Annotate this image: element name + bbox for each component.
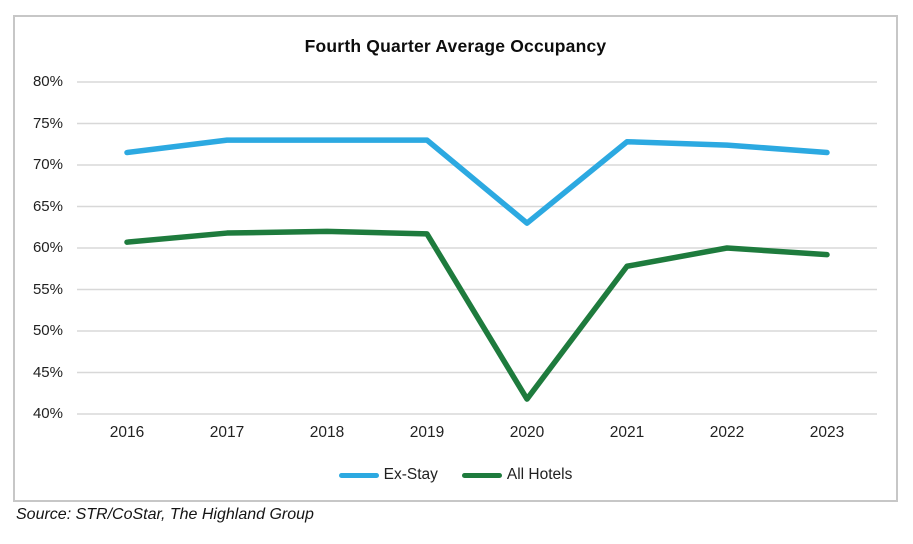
x-tick-label: 2017 [209,424,245,441]
chart-title: Fourth Quarter Average Occupancy [304,36,607,56]
y-tick-label: 70% [32,156,63,173]
y-tick-label: 55% [32,280,63,298]
y-tick-label: 65% [32,197,63,215]
y-tick-label: 80% [32,73,63,90]
y-tick-label: 45% [32,363,63,381]
y-tick-label: 60% [32,239,63,256]
x-tick-label: 2020 [509,424,545,441]
x-tick-label: 2016 [109,424,145,441]
x-tick-label: 2018 [309,424,345,441]
chart-frame: Fourth Quarter Average Occupancy 80% 75% 7… [13,15,898,502]
y-tick-label: 75% [32,114,63,132]
series-line-all-hotels [124,228,830,402]
legend: Ex-Stay All Hotels [15,466,896,484]
x-tick-label: 2022 [709,424,745,441]
legend-swatch-all-hotels [461,472,502,478]
x-tick-label: 2019 [409,424,445,441]
series-line-ex-stay [124,137,830,226]
source-note: Source: STR/CoStar, The Highland Group [16,506,314,523]
legend-label-ex-stay: Ex-Stay [383,466,438,483]
y-tick-label: 50% [32,322,63,339]
legend-swatch-ex-stay [338,472,379,478]
legend-item-all-hotels: All Hotels [461,466,573,484]
plot-svg [77,81,877,415]
legend-label-all-hotels: All Hotels [506,466,573,483]
x-tick-label: 2023 [809,424,845,441]
legend-item-ex-stay: Ex-Stay [338,466,438,484]
x-tick-label: 2021 [609,424,645,441]
y-tick-label: 40% [32,405,63,422]
